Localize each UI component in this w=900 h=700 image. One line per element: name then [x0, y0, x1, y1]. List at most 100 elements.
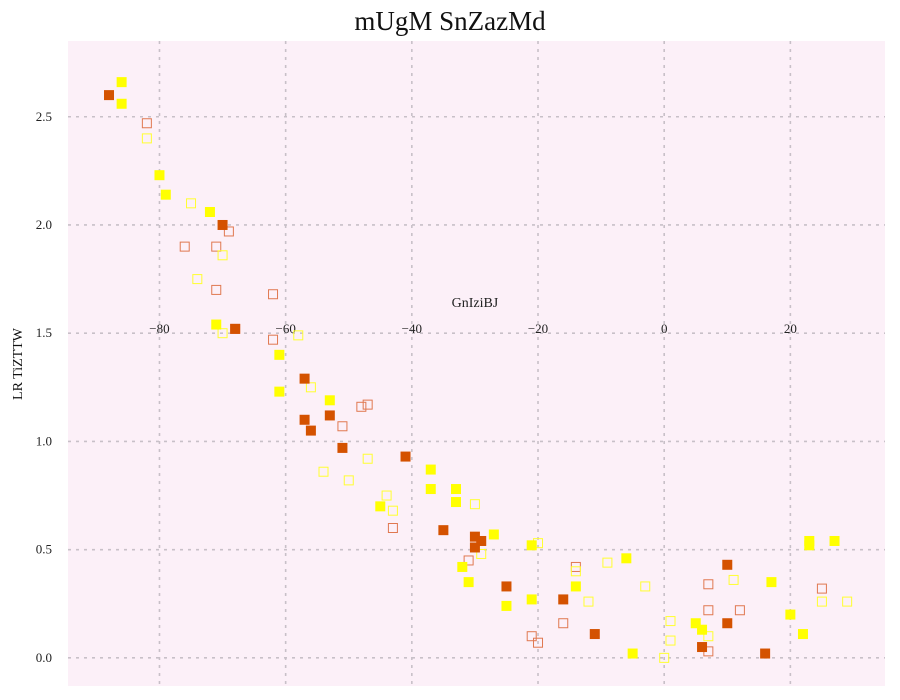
data-point: [697, 642, 708, 653]
data-point: [211, 241, 222, 252]
data-point: [211, 319, 222, 330]
data-point: [381, 490, 392, 501]
plot-area: [68, 41, 885, 686]
data-points: [104, 77, 853, 663]
data-point: [703, 631, 714, 642]
data-point: [160, 189, 171, 200]
data-point: [766, 577, 777, 588]
data-point: [570, 566, 581, 577]
data-point: [450, 484, 461, 495]
data-point: [141, 133, 152, 144]
y-tick-label: 1.5: [36, 325, 52, 340]
data-point: [217, 328, 228, 339]
data-point: [476, 548, 487, 559]
data-point: [722, 559, 733, 570]
data-point: [785, 609, 796, 620]
data-point: [457, 561, 468, 572]
data-point: [621, 553, 632, 564]
data-point: [154, 170, 165, 181]
x-tick-label: −80: [149, 321, 169, 336]
data-point: [570, 581, 581, 592]
data-point: [589, 629, 600, 640]
data-point: [305, 425, 316, 436]
data-point: [438, 525, 449, 536]
data-point: [476, 535, 487, 546]
data-point: [463, 577, 474, 588]
data-point: [356, 401, 367, 412]
data-point: [816, 596, 827, 607]
data-point: [558, 594, 569, 605]
data-point: [722, 618, 733, 629]
data-point: [659, 652, 670, 663]
data-point: [583, 596, 594, 607]
data-point: [488, 529, 499, 540]
x-tick-label: −40: [402, 321, 422, 336]
data-point: [842, 596, 853, 607]
data-point: [469, 542, 480, 553]
data-point: [362, 453, 373, 464]
y-tick-label: 0.0: [36, 650, 52, 665]
data-point: [665, 616, 676, 627]
data-point: [526, 540, 537, 551]
data-point: [804, 540, 815, 551]
data-point: [640, 581, 651, 592]
data-point: [558, 618, 569, 629]
data-point: [533, 637, 544, 648]
data-point: [186, 198, 197, 209]
chart-title: mUgM SnZazMd: [354, 6, 546, 36]
data-point: [223, 226, 234, 237]
data-point: [734, 605, 745, 616]
data-point: [469, 531, 480, 542]
x-axis-label: GnIziBJ: [452, 296, 499, 311]
data-point: [268, 334, 279, 345]
x-tick-label: −60: [275, 321, 295, 336]
data-point: [425, 484, 436, 495]
data-point: [400, 451, 411, 462]
data-point: [274, 386, 285, 397]
data-point: [665, 635, 676, 646]
data-point: [690, 618, 701, 629]
data-point: [299, 414, 310, 425]
y-tick-label: 2.5: [36, 109, 52, 124]
x-tick-label: 0: [661, 321, 668, 336]
data-point: [217, 219, 228, 230]
data-point: [192, 274, 203, 285]
data-point: [337, 421, 348, 432]
data-point: [230, 323, 241, 334]
x-tick-label: 20: [784, 321, 797, 336]
data-point: [324, 410, 335, 421]
data-point: [387, 522, 398, 533]
data-point: [293, 330, 304, 341]
data-point: [268, 289, 279, 300]
data-point: [141, 118, 152, 129]
data-point: [728, 574, 739, 585]
data-point: [425, 464, 436, 475]
data-point: [760, 648, 771, 659]
data-point: [305, 382, 316, 393]
y-tick-label: 2.0: [36, 217, 52, 232]
data-point: [104, 90, 115, 101]
data-point: [816, 583, 827, 594]
data-point: [343, 475, 354, 486]
data-point: [116, 77, 127, 88]
data-point: [697, 624, 708, 635]
data-point: [387, 505, 398, 516]
data-point: [797, 629, 808, 640]
data-point: [179, 241, 190, 252]
data-point: [627, 648, 638, 659]
data-point: [703, 579, 714, 590]
y-tick-labels: 0.0 0.5 1.0 1.5 2.0 2.5: [36, 109, 52, 665]
data-point: [116, 98, 127, 109]
data-point: [501, 581, 512, 592]
y-tick-label: 0.5: [36, 542, 52, 557]
data-point: [299, 373, 310, 384]
data-point: [324, 395, 335, 406]
x-tick-labels: −80 −60 −40 −20 0 20: [149, 321, 797, 336]
y-tick-label: 1.0: [36, 433, 52, 448]
data-point: [318, 466, 329, 477]
data-point: [274, 349, 285, 360]
data-point: [217, 250, 228, 261]
x-tick-label: −20: [528, 321, 548, 336]
grid-lines: [68, 41, 885, 686]
